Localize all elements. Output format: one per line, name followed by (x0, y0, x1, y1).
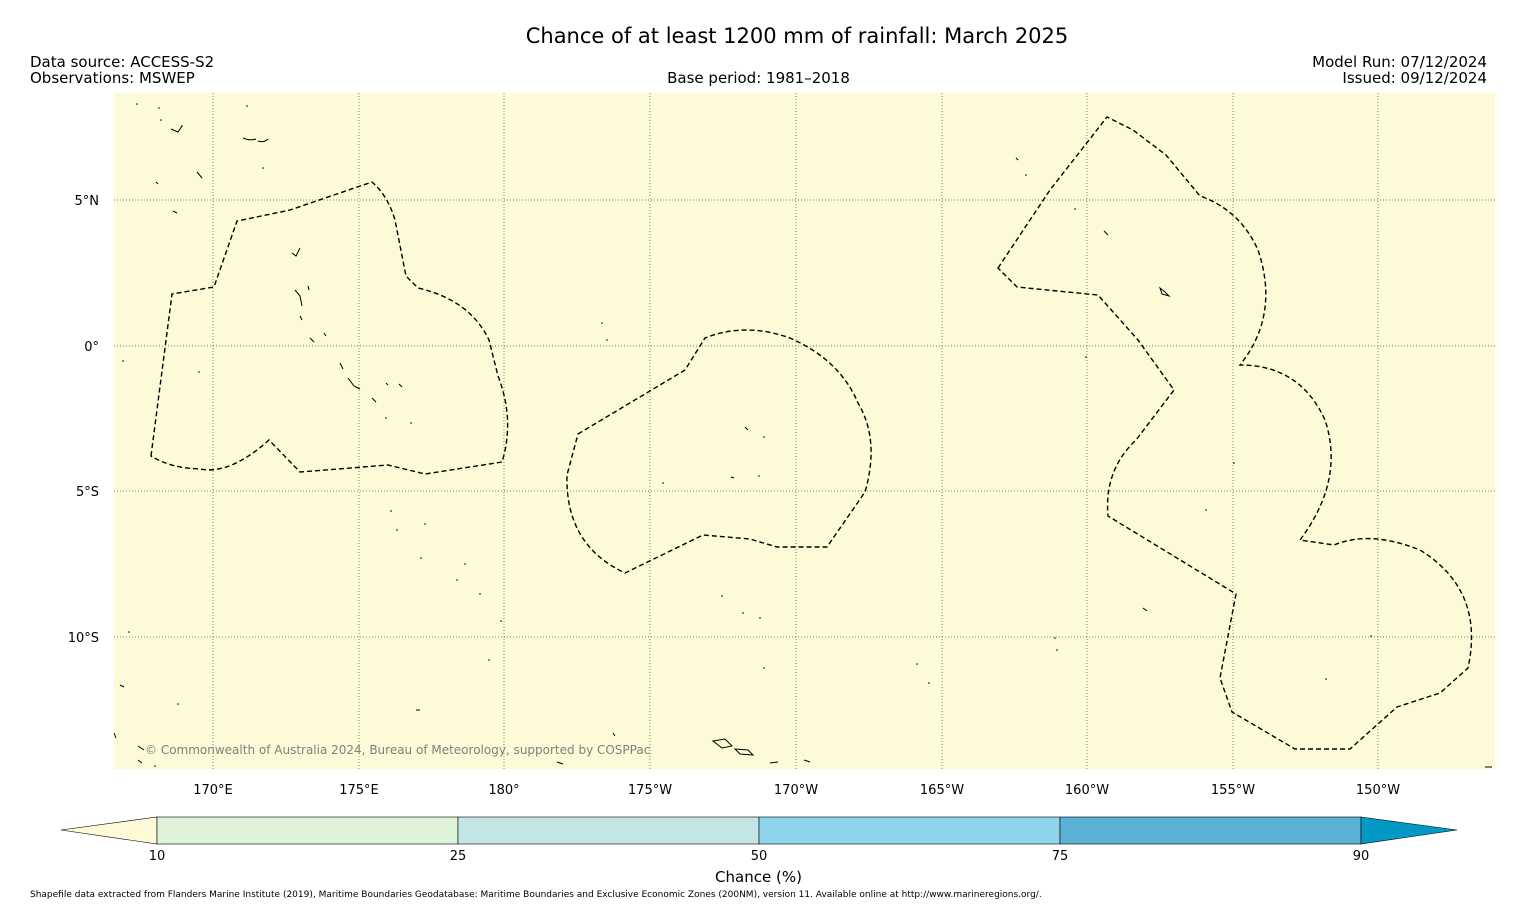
eez-boundaries (150, 116, 1473, 750)
lon-tick-label: 155°W (1211, 783, 1255, 798)
lat-tick-label: 10°S (68, 631, 99, 646)
colorbar-high-extension (1360, 816, 1458, 845)
lon-tick-label: 175°W (628, 783, 672, 798)
lon-tick-labels: 170°E 175°E 180° 175°W 170°W 165°W 160°W… (193, 783, 1400, 798)
colorbar-tick: 10 (149, 849, 166, 864)
eez-line-islands (997, 116, 1473, 750)
small-islands (122, 103, 1372, 767)
lat-tick-label: 5°S (76, 485, 99, 500)
lon-tick-label: 170°W (774, 783, 818, 798)
colorbar-segment (457, 816, 760, 845)
lat-tick-labels: 5°N 0° 5°S 10°S (68, 194, 99, 646)
colorbar-low-extension (60, 816, 158, 845)
eez-phoenix-islands (566, 329, 872, 574)
colorbar-label: Chance (%) (715, 868, 802, 886)
colorbar-segment (758, 816, 1061, 845)
copyright-notice: © Commonwealth of Australia 2024, Bureau… (145, 743, 650, 757)
base-period-label: Base period: 1981–2018 (667, 69, 850, 87)
colorbar-segment (156, 816, 459, 845)
lon-tick-label: 165°W (920, 783, 964, 798)
lon-tick-label: 175°E (339, 783, 379, 798)
footer-attribution: Shapefile data extracted from Flanders M… (30, 890, 1042, 900)
lon-tick-label: 180° (488, 783, 519, 798)
data-source-label: Data source: ACCESS-S2 (30, 53, 215, 71)
lon-tick-label: 170°E (193, 783, 233, 798)
observations-label: Observations: MSWEP (30, 69, 195, 87)
colorbar-tick: 50 (751, 849, 768, 864)
lat-tick-label: 0° (84, 340, 99, 355)
eez-kiribati-gilbert (150, 181, 509, 475)
lon-tick-label: 160°W (1065, 783, 1109, 798)
map-background (114, 93, 1495, 769)
colorbar-tick: 25 (450, 849, 467, 864)
coastlines (113, 125, 1492, 768)
map-title: Chance of at least 1200 mm of rainfall: … (525, 24, 1069, 48)
graticule (114, 93, 1495, 769)
model-run-label: Model Run: 07/12/2024 (1312, 53, 1487, 71)
colorbar-tick: 90 (1353, 849, 1370, 864)
colorbar: 10 25 50 75 90 (60, 816, 1458, 864)
lon-tick-label: 150°W (1356, 783, 1400, 798)
lat-tick-label: 5°N (75, 194, 100, 209)
colorbar-segment (1059, 816, 1362, 845)
colorbar-tick: 75 (1052, 849, 1069, 864)
issued-label: Issued: 09/12/2024 (1342, 69, 1487, 87)
